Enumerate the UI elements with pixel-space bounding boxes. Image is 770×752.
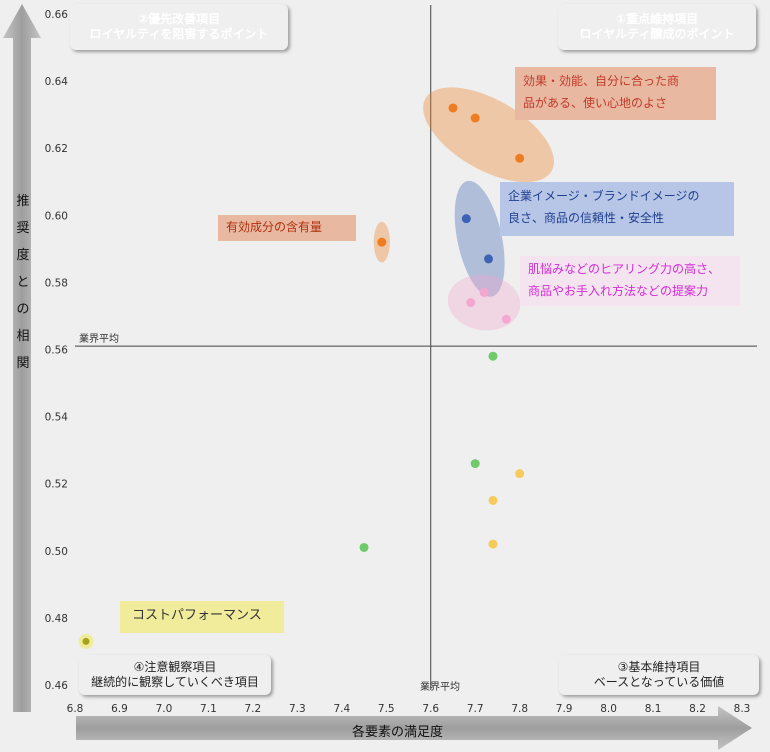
quadrant-watch-desc: 継続的に観察していくべき項目 xyxy=(91,675,259,689)
data-point xyxy=(488,495,498,505)
y-tick-label: 0.60 xyxy=(45,210,68,222)
x-tick-label: 8.2 xyxy=(689,703,706,715)
data-point xyxy=(488,351,498,361)
quadrant-priority-improvement: ②優先改善項目 ロイヤルティを阻害するポイント xyxy=(70,4,288,50)
x-tick-label: 7.8 xyxy=(511,703,528,715)
data-point xyxy=(461,214,471,224)
callout-cost-performance-text: コストパフォーマンス xyxy=(132,608,262,623)
data-point xyxy=(377,237,387,247)
quadrant-basic-maintenance-desc: ベースとなっている価値 xyxy=(593,675,725,689)
data-point xyxy=(515,153,525,163)
x-tick-label: 6.8 xyxy=(67,703,84,715)
x-tick-label: 8.1 xyxy=(645,703,662,715)
callout-cost-performance: コストパフォーマンス xyxy=(120,601,284,633)
callout-brand-image-line1: 企業イメージ・ブランドイメージの xyxy=(508,189,700,203)
quadrant-key-maintenance-title: ①重点維持項目 xyxy=(615,12,699,26)
callout-brand-image-line2: 良さ、商品の信頼性・安全性 xyxy=(508,211,665,225)
data-point xyxy=(484,254,494,264)
y-tick-label: 0.58 xyxy=(45,277,68,289)
y-average-label: 業界平均 xyxy=(420,682,460,693)
x-tick-label: 7.1 xyxy=(200,703,217,715)
callout-active-ingredients: 有効成分の含有量 xyxy=(218,215,356,241)
y-tick-label: 0.54 xyxy=(45,412,69,424)
y-tick-label: 0.66 xyxy=(45,9,69,21)
quadrant-key-maintenance-desc: ロイヤルティ醸成のポイント xyxy=(579,27,735,41)
quadrant-priority-improvement-title: ②優先改善項目 xyxy=(137,12,221,26)
data-point xyxy=(466,298,476,308)
x-tick-label: 7.4 xyxy=(333,703,350,715)
data-point xyxy=(359,542,369,552)
x-tick-label: 6.9 xyxy=(111,703,128,715)
x-tick-label: 8.3 xyxy=(734,703,751,715)
y-tick-label: 0.48 xyxy=(45,613,68,625)
y-axis-arrow xyxy=(3,4,41,712)
data-point xyxy=(448,103,458,113)
quadrant-watch: ④注意観察項目 継続的に観察していくべき項目 xyxy=(79,655,271,695)
x-tick-label: 7.3 xyxy=(289,703,306,715)
group-ellipse-2 xyxy=(447,274,521,331)
y-axis-title: 推奨度との相関 xyxy=(16,194,30,371)
y-tick-label: 0.50 xyxy=(45,546,68,558)
callout-hearing-skill-line1: 肌悩みなどのヒアリング力の高さ、 xyxy=(528,262,721,276)
y-tick-label: 0.62 xyxy=(45,143,68,155)
x-tick-label: 7.2 xyxy=(245,703,262,715)
x-axis-arrow xyxy=(76,706,752,750)
data-point xyxy=(515,469,525,479)
callout-hearing-skill-line2: 商品やお手入れ方法などの提案力 xyxy=(528,284,709,298)
quadrant-basic-maintenance-title: ③基本維持項目 xyxy=(617,660,701,674)
x-axis-title: 各要素の満足度 xyxy=(352,725,444,740)
data-point xyxy=(479,287,489,297)
callout-efficacy: 効果・効能、自分に合った商 品がある、使い心地のよさ xyxy=(515,67,716,120)
data-point xyxy=(501,314,511,324)
x-tick-label: 7.6 xyxy=(422,703,439,715)
group-ellipse-1 xyxy=(454,180,505,297)
quadrant-key-maintenance: ①重点維持項目 ロイヤルティ醸成のポイント xyxy=(558,4,756,50)
callout-efficacy-line1: 効果・効能、自分に合った商 xyxy=(523,74,680,88)
quadrant-watch-title: ④注意観察項目 xyxy=(133,660,217,674)
x-tick-label: 7.5 xyxy=(378,703,395,715)
x-average-label: 業界平均 xyxy=(79,334,119,345)
data-point xyxy=(78,633,94,649)
y-tick-label: 0.56 xyxy=(45,345,69,357)
x-tick-label: 7.0 xyxy=(156,703,173,715)
y-tick-label: 0.64 xyxy=(45,76,69,88)
data-point xyxy=(470,459,480,469)
x-tick-label: 7.7 xyxy=(467,703,484,715)
data-point xyxy=(470,113,480,123)
x-tick-label: 8.0 xyxy=(600,703,617,715)
quadrant-basic-maintenance: ③基本維持項目 ベースとなっている価値 xyxy=(559,655,759,695)
callout-brand-image: 企業イメージ・ブランドイメージの 良さ、商品の信頼性・安全性 xyxy=(500,182,734,236)
quadrant-priority-improvement-desc: ロイヤルティを阻害するポイント xyxy=(89,27,269,41)
y-tick-label: 0.46 xyxy=(45,680,69,692)
callout-efficacy-line2: 品がある、使い心地のよさ xyxy=(523,96,668,110)
data-point xyxy=(488,539,498,549)
x-tick-label: 7.9 xyxy=(556,703,573,715)
callout-hearing-skill: 肌悩みなどのヒアリング力の高さ、 商品やお手入れ方法などの提案力 xyxy=(520,256,740,306)
y-tick-label: 0.52 xyxy=(45,479,68,491)
callout-active-ingredients-text: 有効成分の含有量 xyxy=(226,220,323,234)
